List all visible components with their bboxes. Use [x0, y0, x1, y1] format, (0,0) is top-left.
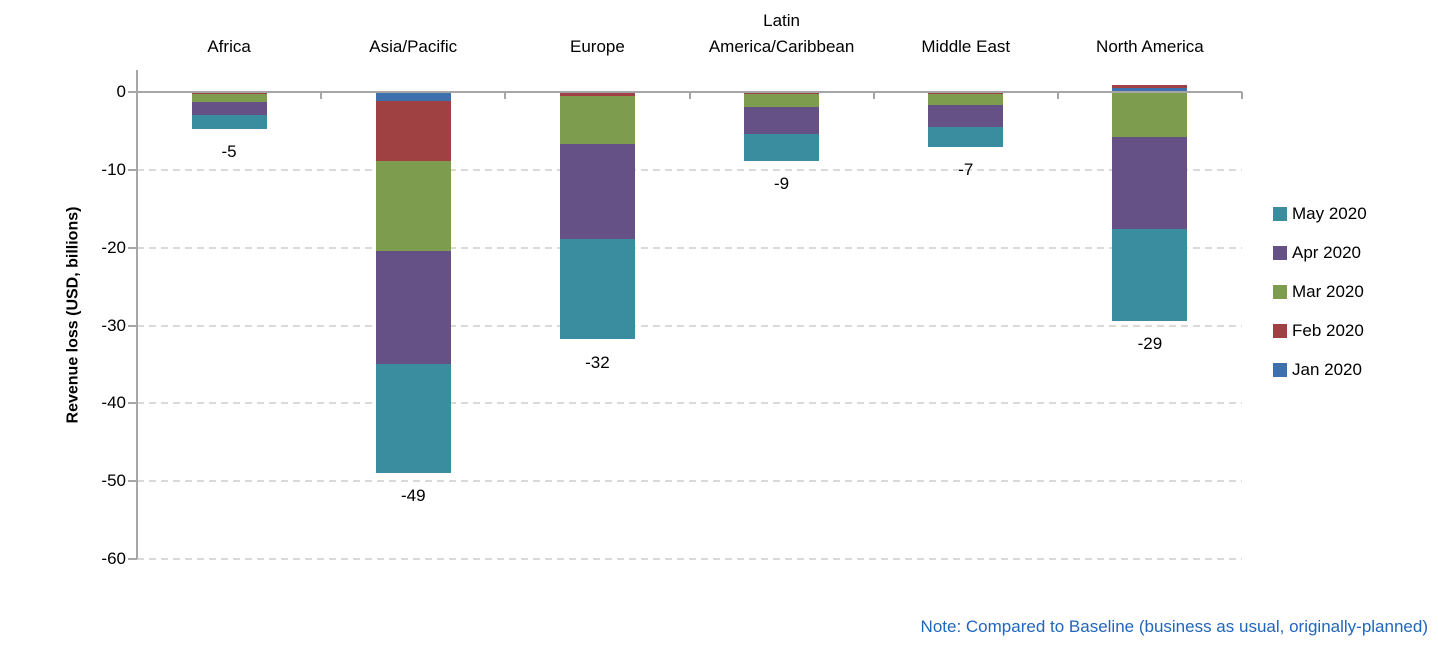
- bar-segment-feb-2020: [375, 100, 451, 162]
- bar-segment-mar-2020: [1112, 92, 1188, 138]
- category-label: Middle East: [921, 37, 1011, 56]
- bar-segment-mar-2020: [375, 161, 451, 251]
- bar-segment-feb-2020: [191, 92, 267, 95]
- category-tick: [504, 92, 507, 99]
- legend-item: Apr 2020: [1273, 233, 1367, 272]
- y-tick-label: 0: [116, 82, 126, 101]
- category-tick: [136, 92, 138, 99]
- legend-label: May 2020: [1292, 203, 1367, 223]
- category-label: Europe: [569, 37, 625, 56]
- y-tick-label: -40: [101, 393, 126, 413]
- bar-segment-may-2020: [559, 239, 635, 340]
- legend-swatch: [1273, 206, 1287, 221]
- total-label: -9: [774, 174, 790, 194]
- legend-swatch: [1273, 362, 1287, 377]
- y-axis-tick: [128, 324, 137, 327]
- legend-item: Mar 2020: [1273, 272, 1367, 311]
- bar-segment-may-2020: [191, 115, 267, 130]
- legend-item: May 2020: [1273, 194, 1367, 233]
- gridline: [137, 402, 1242, 405]
- bar-segment-mar-2020: [559, 95, 635, 145]
- y-tick-label: -20: [101, 237, 126, 257]
- total-label: -29: [1137, 333, 1163, 353]
- bar-segment-apr-2020: [559, 144, 635, 240]
- y-axis-tick: [128, 558, 137, 560]
- y-axis-tick: [128, 480, 137, 483]
- legend-label: Jan 2020: [1292, 359, 1362, 379]
- bar-segment-apr-2020: [928, 105, 1004, 127]
- bar-segment-may-2020: [744, 134, 820, 162]
- gridline: [137, 480, 1242, 483]
- total-label: -32: [585, 352, 610, 372]
- legend-swatch: [1273, 245, 1287, 260]
- bar-segment-may-2020: [1112, 228, 1188, 321]
- y-axis-line: [136, 70, 138, 559]
- y-axis-tick: [128, 91, 137, 93]
- category-label: Asia/Pacific: [369, 37, 458, 56]
- total-label: -49: [400, 486, 426, 506]
- note-text: Note: Compared to Baseline (business as …: [920, 617, 1428, 636]
- total-label: -5: [221, 142, 237, 162]
- legend-swatch: [1273, 284, 1287, 299]
- bar-segment-may-2020: [928, 127, 1004, 148]
- bar-segment-apr-2020: [744, 106, 820, 135]
- legend-item: Feb 2020: [1273, 311, 1367, 350]
- bar-segment-mar-2020: [744, 93, 820, 107]
- bar-segment-mar-2020: [928, 93, 1004, 106]
- gridline: [137, 558, 1242, 560]
- gridline: [137, 246, 1242, 249]
- bar-segment-apr-2020: [191, 102, 267, 116]
- legend-swatch: [1273, 323, 1287, 338]
- legend-label: Apr 2020: [1292, 242, 1361, 262]
- y-axis-tick: [128, 246, 137, 249]
- category-label: North America: [1096, 37, 1204, 56]
- y-tick-label: -50: [101, 471, 126, 491]
- gridline: [137, 168, 1242, 171]
- category-tick: [688, 92, 691, 99]
- bar-segment-jan-2020: [375, 92, 451, 101]
- legend-label: Feb 2020: [1292, 320, 1364, 340]
- bar-segment-apr-2020: [375, 250, 451, 365]
- bar-segment-mar-2020: [191, 94, 267, 103]
- y-tick-label: -30: [101, 315, 126, 335]
- category-label: Africa: [207, 37, 251, 56]
- bar-segment-jan-2020: [1112, 88, 1188, 92]
- bar-segment-feb-2020: [1112, 84, 1188, 89]
- category-label: Latin America/Caribbean: [708, 11, 855, 56]
- y-axis-tick: [128, 402, 137, 405]
- y-tick-label: -10: [101, 159, 126, 179]
- legend: May 2020 Apr 2020 Mar 2020 Feb 2020 Jan 2020: [1273, 194, 1367, 389]
- category-tick: [1056, 92, 1059, 99]
- bar-segment-feb-2020: [559, 92, 635, 96]
- total-label: -7: [958, 160, 974, 180]
- category-tick: [872, 92, 875, 99]
- category-tick: [1241, 92, 1243, 99]
- gridline: [137, 324, 1242, 327]
- category-tick: [320, 92, 323, 99]
- y-axis-tick: [128, 168, 137, 171]
- bar-segment-apr-2020: [1112, 137, 1188, 229]
- bar-segment-may-2020: [375, 364, 451, 474]
- y-tick-label: -60: [101, 549, 126, 568]
- legend-label: Mar 2020: [1292, 281, 1364, 301]
- legend-item: Jan 2020: [1273, 350, 1367, 389]
